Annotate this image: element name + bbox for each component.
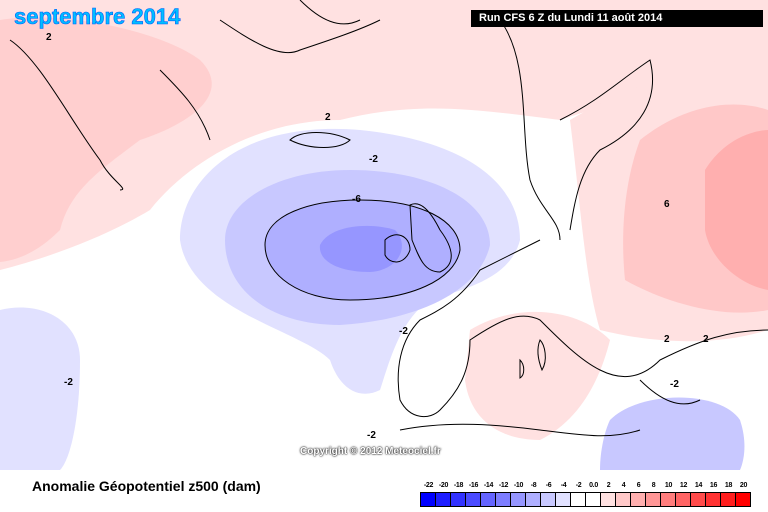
- color-scale-swatch: [466, 493, 481, 506]
- positive-anomaly-greenland: [0, 17, 212, 262]
- color-scale-swatch: [481, 493, 496, 506]
- color-scale-swatch: [736, 493, 750, 506]
- color-scale-label: -22: [423, 482, 434, 489]
- color-scale-swatch: [631, 493, 646, 506]
- color-scale-label: 14: [694, 482, 703, 489]
- map-title: septembre 2014: [14, 4, 181, 30]
- color-scale-label: 6: [636, 482, 641, 489]
- color-scale-swatch: [691, 493, 706, 506]
- contour-label: 2: [664, 334, 670, 345]
- positive-anomaly-med: [465, 311, 610, 440]
- anomaly-map: [0, 0, 768, 470]
- color-scale-swatch: [661, 493, 676, 506]
- color-scale-swatch: [511, 493, 526, 506]
- color-scale-label: 8: [651, 482, 656, 489]
- color-scale: [420, 492, 751, 507]
- color-scale-swatch: [706, 493, 721, 506]
- color-scale-labels: -22 -20 -18 -16 -14 -12 -10 -8 -6 -4 -2 0.0 2 4 6 8 10 12…: [412, 481, 762, 491]
- color-scale-swatch: [451, 493, 466, 506]
- color-scale-label: -12: [498, 482, 509, 489]
- color-scale-label: 20: [739, 482, 748, 489]
- color-scale-swatch: [496, 493, 511, 506]
- color-scale-label: -16: [468, 482, 479, 489]
- color-scale-swatch: [421, 493, 436, 506]
- color-scale-swatch: [721, 493, 736, 506]
- contour-label: -2: [64, 377, 73, 388]
- contour-label: -2: [367, 430, 376, 441]
- color-scale-swatch: [676, 493, 691, 506]
- color-scale-swatch: [646, 493, 661, 506]
- color-scale-label: -18: [453, 482, 464, 489]
- run-info-banner: Run CFS 6 Z du Lundi 11 août 2014: [471, 10, 763, 27]
- positive-anomaly-core: [705, 130, 768, 290]
- contour-label: 2: [46, 32, 52, 43]
- contour-label: -2: [670, 379, 679, 390]
- color-scale-swatch: [526, 493, 541, 506]
- color-scale-label: -4: [560, 482, 567, 489]
- color-scale-label: -20: [438, 482, 449, 489]
- coastlines: [9, 0, 768, 437]
- color-scale-label: 16: [709, 482, 718, 489]
- contour-label: 2: [325, 112, 331, 123]
- negative-anomaly-east-med: [600, 397, 745, 470]
- contour-label: -2: [399, 326, 408, 337]
- color-scale-label: -2: [575, 482, 582, 489]
- copyright-text: Copyright © 2012 Meteociel.fr: [300, 446, 441, 457]
- legend-title: Anomalie Géopotentiel z500 (dam): [32, 478, 261, 494]
- color-scale-swatch: [586, 493, 601, 506]
- color-scale-label: 0.0: [589, 482, 598, 489]
- contour-label: -2: [369, 154, 378, 165]
- color-scale-label: -8: [530, 482, 537, 489]
- color-scale-swatch: [571, 493, 586, 506]
- color-scale-swatch: [616, 493, 631, 506]
- color-scale-label: 12: [679, 482, 688, 489]
- contour-label: 2: [703, 334, 709, 345]
- negative-anomaly-west: [0, 307, 80, 470]
- color-scale-swatch: [541, 493, 556, 506]
- color-scale-label: 10: [664, 482, 673, 489]
- contour-label: 6: [664, 199, 670, 210]
- color-scale-label: -10: [513, 482, 524, 489]
- color-scale-label: 4: [621, 482, 626, 489]
- color-scale-swatch: [436, 493, 451, 506]
- color-scale-label: 2: [606, 482, 611, 489]
- color-scale-label: -14: [483, 482, 494, 489]
- color-scale-label: 18: [724, 482, 733, 489]
- contour-label: -6: [352, 194, 361, 205]
- color-scale-swatch: [601, 493, 616, 506]
- negative-anomaly-core: [319, 225, 402, 272]
- color-scale-label: -6: [545, 482, 552, 489]
- color-scale-swatch: [556, 493, 571, 506]
